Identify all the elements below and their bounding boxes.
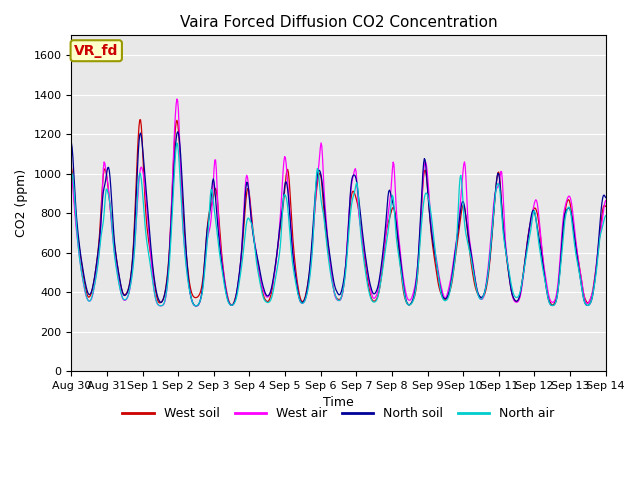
West air (193, 303, 200, 309)
West air (216, 240, 224, 246)
West air (405, 297, 413, 303)
West air (420, 162, 428, 168)
X-axis label: Time: Time (323, 396, 354, 409)
Y-axis label: CO2 (ppm): CO2 (ppm) (15, 169, 28, 237)
West soil (420, 168, 428, 174)
North air (132, 222, 140, 228)
West soil (602, 204, 609, 209)
West soil (405, 302, 413, 308)
North air (405, 302, 413, 308)
North air (68, 169, 76, 175)
West air (173, 96, 180, 102)
North soil (602, 195, 609, 201)
West air (68, 173, 76, 179)
North air (173, 140, 180, 146)
Line: West soil: West soil (72, 120, 605, 305)
North soil (420, 156, 428, 161)
Line: North soil: North soil (72, 132, 605, 306)
Line: West air: West air (72, 99, 605, 306)
West soil (137, 117, 145, 122)
North air (188, 295, 195, 300)
West soil (77, 257, 85, 263)
North air (420, 195, 428, 201)
Title: Vaira Forced Diffusion CO2 Concentration: Vaira Forced Diffusion CO2 Concentration (180, 15, 497, 30)
North soil (193, 303, 200, 309)
West soil (68, 164, 76, 169)
West soil (132, 183, 140, 189)
West air (188, 295, 195, 300)
West air (77, 265, 85, 271)
North soil (174, 129, 182, 135)
West air (602, 198, 609, 204)
West soil (188, 288, 195, 294)
Text: VR_fd: VR_fd (74, 44, 118, 58)
North soil (77, 255, 85, 261)
North soil (188, 294, 195, 300)
North air (602, 213, 609, 218)
North air (77, 266, 85, 272)
Legend: West soil, West air, North soil, North air: West soil, West air, North soil, North a… (117, 402, 559, 425)
North soil (216, 246, 224, 252)
North soil (132, 196, 140, 202)
North soil (68, 140, 76, 146)
West soil (216, 221, 223, 227)
North air (216, 254, 224, 260)
Line: North air: North air (72, 143, 605, 306)
West air (132, 222, 140, 228)
North soil (405, 302, 413, 308)
West soil (228, 302, 236, 308)
North air (193, 303, 200, 309)
